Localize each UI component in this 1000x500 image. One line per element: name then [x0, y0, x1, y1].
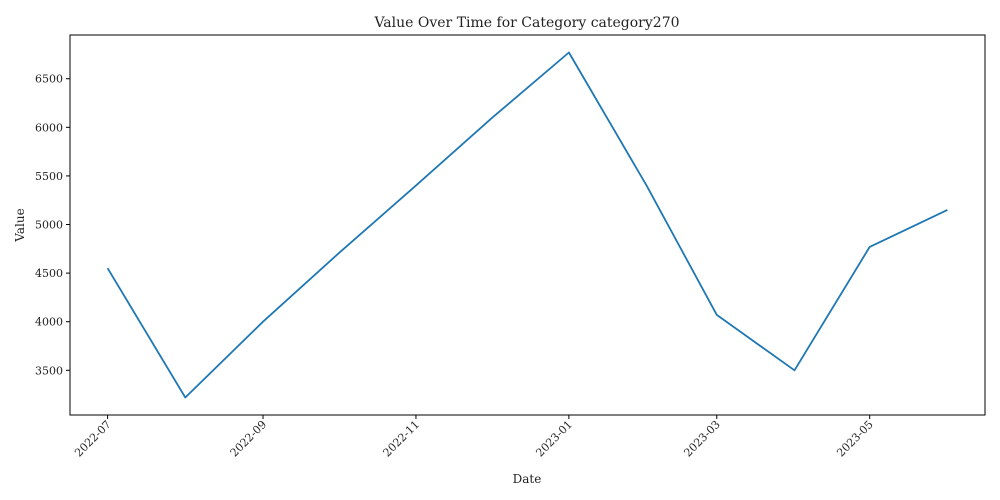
x-axis: 2022-07 2022-09 2022-11 2023-01 2023-03 2023-…	[72, 415, 876, 459]
y-tick-label: 4500	[35, 267, 63, 280]
y-tick-label: 5500	[35, 170, 63, 183]
x-axis-label: Date	[513, 472, 542, 486]
x-tick-label: 2022-09	[228, 418, 270, 460]
y-tick-label: 5000	[35, 219, 63, 232]
y-tick-label: 6000	[35, 121, 63, 134]
x-tick-label: 2022-11	[381, 418, 423, 460]
x-tick-label: 2023-01	[533, 418, 575, 460]
y-tick-label: 3500	[35, 364, 63, 377]
plot-area-frame	[69, 34, 986, 416]
y-axis: 3500 4000 4500 5000 5500 6000 6500	[35, 73, 70, 377]
x-tick-label: 2023-05	[834, 418, 876, 460]
y-tick-label: 6500	[35, 73, 63, 86]
x-tick-label: 2023-03	[681, 418, 723, 460]
chart-title: Value Over Time for Category category270	[373, 15, 679, 31]
series-line-0	[106, 51, 948, 399]
y-axis-label: Value	[13, 208, 27, 242]
x-tick-label: 2022-07	[72, 418, 114, 460]
y-tick-label: 4000	[35, 316, 63, 329]
series-group	[106, 51, 948, 399]
